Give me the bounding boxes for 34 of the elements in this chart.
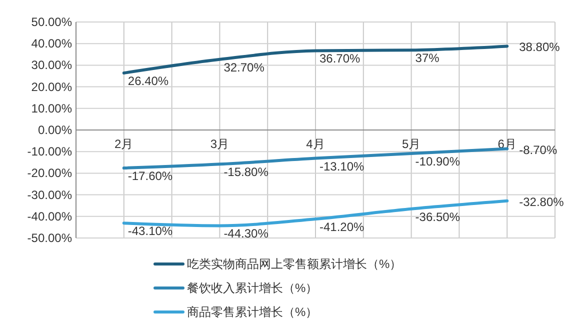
data-label: -17.60% [128, 169, 173, 184]
y-tick-label: -10.00% [27, 144, 72, 159]
data-label: -36.50% [415, 210, 460, 224]
data-label: -13.10% [320, 159, 365, 174]
legend-label: 餐饮收入累计增长（%） [187, 281, 318, 295]
y-tick-label: 0.00% [38, 123, 72, 137]
data-label: 26.40% [128, 74, 169, 88]
data-label: -43.10% [128, 224, 173, 238]
x-tick-label: 2月 [114, 137, 134, 151]
x-tick-label: 4月 [306, 137, 325, 151]
data-label: -15.80% [224, 165, 269, 180]
y-tick-label: -40.00% [27, 209, 72, 224]
data-label: 38.80% [519, 40, 560, 54]
line-series [122, 44, 509, 74]
y-tick-label: 10.00% [31, 101, 72, 116]
y-tick-label: 40.00% [31, 36, 72, 51]
x-tick-label: 3月 [210, 137, 230, 151]
data-label: -44.30% [224, 226, 269, 241]
legend-label: 商品零售累计增长（%） [187, 305, 318, 319]
x-tick-label: 5月 [402, 137, 421, 151]
data-label: -41.20% [320, 220, 365, 234]
y-tick-label: 20.00% [31, 80, 72, 94]
data-label: 37% [415, 51, 440, 66]
y-tick-label: -30.00% [27, 188, 72, 202]
y-tick-label: 30.00% [31, 58, 72, 72]
data-label: 36.70% [320, 52, 361, 66]
legend-label: 吃类实物商品网上零售额累计增长（%） [187, 257, 402, 271]
data-label: 32.70% [224, 60, 265, 74]
y-tick-label: 50.00% [31, 15, 72, 29]
data-label: -10.90% [415, 154, 460, 169]
data-label: -8.70% [519, 142, 558, 157]
y-tick-label: -50.00% [27, 231, 72, 245]
data-label: -32.80% [519, 194, 564, 209]
y-tick-label: -20.00% [27, 166, 72, 180]
